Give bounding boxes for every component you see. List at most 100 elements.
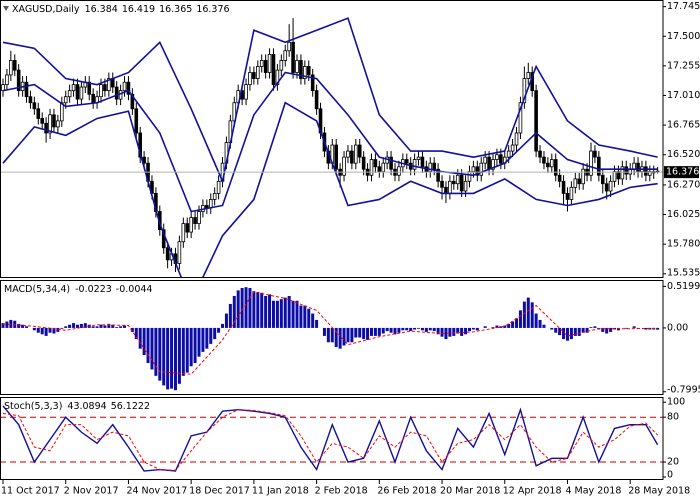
candle-body <box>177 241 182 264</box>
panel-frame <box>0 397 664 480</box>
candle-body <box>99 84 103 98</box>
macd-bar <box>565 327 569 341</box>
macd-bar <box>346 327 350 343</box>
macd-bar <box>350 327 354 343</box>
candle-body <box>455 174 460 185</box>
y-tick-label: 16.520 <box>667 149 700 160</box>
macd-bar <box>271 300 275 328</box>
macd-bar <box>154 327 158 376</box>
macd-bar <box>5 321 9 328</box>
x-tick-label: 2 Nov 2017 <box>64 486 119 497</box>
x-tick-label: 18 Dec 2017 <box>189 486 250 497</box>
macd-bar <box>130 327 134 332</box>
macd-bar <box>471 327 475 330</box>
bollinger-lower <box>2 101 658 278</box>
candle-body <box>287 41 291 52</box>
macd-bar <box>217 327 221 333</box>
macd-bar <box>624 327 628 329</box>
macd-bar <box>417 327 421 329</box>
candle-body <box>5 74 9 86</box>
candle-body <box>416 156 421 160</box>
macd-bar <box>358 327 362 338</box>
symbol-title: XAGUSD,Daily <box>12 4 80 15</box>
macd-bar <box>424 327 428 332</box>
candle-body <box>79 86 84 100</box>
macd-bar <box>170 327 174 389</box>
candle-body <box>16 69 21 92</box>
macd-bar <box>9 319 13 328</box>
x-tick-label: 12 Apr 2018 <box>503 486 562 497</box>
macd-bar <box>573 327 577 336</box>
candle-body <box>134 108 139 134</box>
candle-body <box>216 180 221 194</box>
macd-bar <box>436 327 440 335</box>
candle-body <box>620 166 625 180</box>
macd-bar <box>279 299 283 328</box>
macd-bar <box>158 327 162 381</box>
macd-bar <box>107 323 111 328</box>
last-close: 16.376 <box>196 4 229 15</box>
macd-bar <box>119 326 123 328</box>
macd-bar <box>569 327 573 340</box>
last-low: 16.365 <box>159 4 192 15</box>
macd-bar <box>189 327 193 367</box>
candle-body <box>499 154 503 164</box>
stoch-main-last: 43.0894 <box>67 401 106 412</box>
candle-body <box>295 60 299 73</box>
macd-bar <box>181 327 185 376</box>
macd-bar <box>562 327 566 340</box>
macd-bar <box>150 327 154 370</box>
macd-bar <box>322 327 326 336</box>
candle-body <box>291 41 295 73</box>
candle-body <box>561 180 566 194</box>
candle-body <box>589 150 593 176</box>
macd-bar <box>601 327 605 332</box>
macd-bar <box>252 291 256 328</box>
y-tick-label: 17.010 <box>667 90 700 101</box>
x-tick-label: 11 Jan 2018 <box>252 486 309 497</box>
macd-bar <box>146 327 150 364</box>
macd-bar <box>166 327 170 390</box>
last-open: 16.384 <box>85 4 118 15</box>
candle-body <box>597 156 601 176</box>
candle-body <box>608 180 613 192</box>
candle-body <box>130 93 135 110</box>
macd-bar <box>25 326 29 328</box>
candle-body <box>573 178 578 188</box>
macd-bar <box>75 324 79 328</box>
macd-bar <box>444 327 448 340</box>
stoch-title: Stoch(5,3,3) <box>4 401 62 412</box>
x-tick-label: 11 Oct 2017 <box>1 486 60 497</box>
macd-bar <box>44 327 48 336</box>
macd-bar <box>103 325 107 328</box>
candle-body <box>67 90 72 98</box>
macd-bar <box>452 327 456 336</box>
candle-body <box>491 159 495 170</box>
candle-body <box>126 81 131 95</box>
candle-body <box>542 156 546 164</box>
panel-plot <box>1 287 660 391</box>
candle-body <box>334 144 338 170</box>
candle-body <box>306 66 311 76</box>
macd-bar <box>201 327 205 352</box>
macd-bar <box>589 327 593 328</box>
candle-body <box>87 81 92 95</box>
candle-body <box>404 159 409 164</box>
candle-body <box>353 144 358 164</box>
macd-bar <box>21 324 25 328</box>
candle-body <box>185 223 190 233</box>
macd-bar <box>326 327 330 343</box>
current-price-label: 16.376 <box>666 167 699 178</box>
macd-bar <box>342 327 346 346</box>
candle-body <box>103 84 107 92</box>
last-high: 16.419 <box>122 4 155 15</box>
macd-bar <box>60 327 64 329</box>
candle-body <box>451 180 456 185</box>
x-tick-label: 2 Feb 2018 <box>315 486 368 497</box>
macd-bar <box>526 297 530 328</box>
macd-bar <box>99 324 103 328</box>
macd-bar <box>585 327 589 333</box>
